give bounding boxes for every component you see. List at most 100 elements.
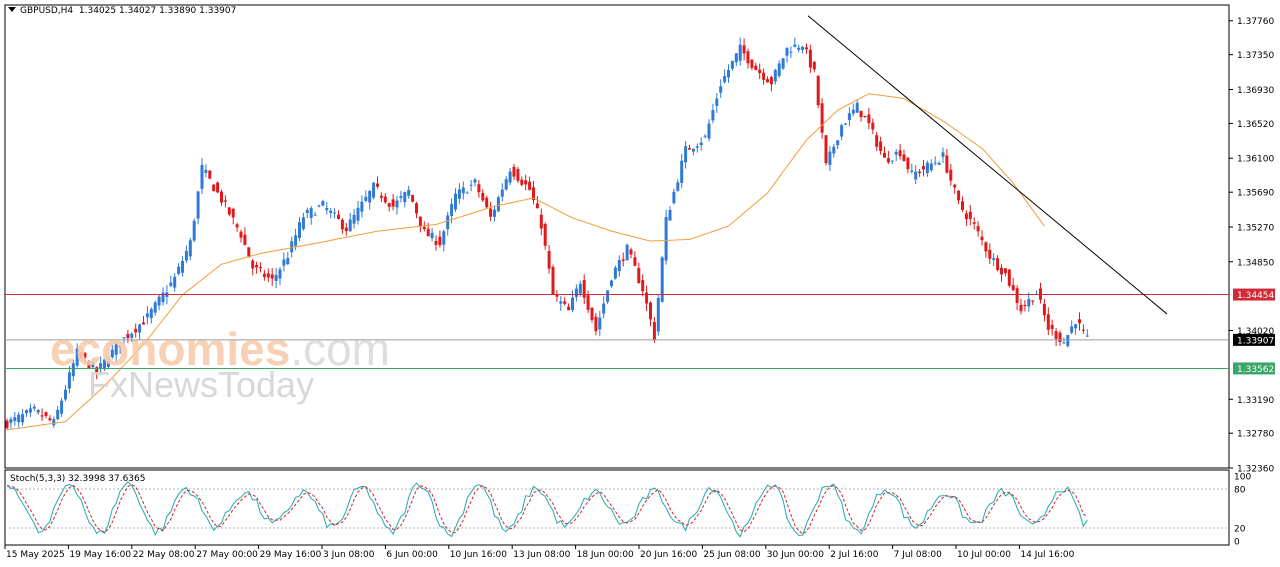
candle-body <box>95 367 99 373</box>
candle <box>454 188 457 212</box>
candle-body <box>824 135 828 164</box>
x-tick-label: 22 May 08:00 <box>133 550 195 560</box>
price-axis: 1.37760 1.37350 1.36930 1.36520 1.36100 1.356… <box>1229 17 1275 475</box>
y-tick-label: 1.34020 <box>1237 327 1274 337</box>
candle <box>1062 337 1066 344</box>
candle <box>227 206 231 217</box>
candle <box>223 195 227 208</box>
candle <box>645 285 649 311</box>
candle-body <box>364 196 368 201</box>
candle-body <box>500 189 504 197</box>
candle-body <box>1050 324 1054 330</box>
candle-body <box>274 275 278 281</box>
candle-body <box>9 419 13 423</box>
candle-body <box>976 226 980 232</box>
candle <box>1070 320 1074 335</box>
candle <box>945 148 949 174</box>
candle <box>964 210 968 227</box>
candle-body <box>145 313 149 318</box>
candle-body <box>1046 314 1050 330</box>
candle-body <box>754 65 758 71</box>
candle <box>594 312 598 336</box>
candle-body <box>516 169 520 181</box>
candle <box>902 149 906 162</box>
candle <box>684 140 688 169</box>
candle-body <box>446 215 450 230</box>
candle-body <box>859 110 863 118</box>
candle-body <box>83 352 87 358</box>
candle <box>844 122 847 125</box>
candle-body <box>317 205 321 207</box>
price-tag-label: 1.34454 <box>1237 291 1274 301</box>
candle <box>44 411 48 419</box>
candle-body <box>368 190 372 203</box>
candle-body <box>914 171 918 180</box>
economies-watermark: economies.com <box>50 322 390 376</box>
candle-body <box>508 171 512 183</box>
candle-body <box>99 363 103 369</box>
candle-body <box>851 109 855 114</box>
candle-body <box>321 200 325 206</box>
candle <box>789 46 793 58</box>
candle-body <box>262 273 266 278</box>
candle <box>1058 330 1062 346</box>
candle <box>259 262 262 273</box>
candle <box>571 290 574 313</box>
candle-body <box>684 146 688 163</box>
watermark-brand-suffix: .com <box>290 323 390 375</box>
candle-body <box>621 259 625 261</box>
candle-body <box>688 148 691 150</box>
y-tick-label: 1.35690 <box>1237 189 1274 199</box>
candle-body <box>1062 342 1066 344</box>
candle-body <box>964 213 968 220</box>
candle <box>567 303 571 311</box>
candle-body <box>313 214 317 216</box>
candle-body <box>1054 331 1058 340</box>
candle-body <box>617 260 621 272</box>
candle <box>980 230 984 246</box>
candle <box>535 195 539 209</box>
candle <box>208 170 212 180</box>
candle-body <box>411 195 415 202</box>
candle-body <box>793 44 797 47</box>
candle-body <box>196 191 200 219</box>
candle-body <box>247 247 251 258</box>
candle <box>13 412 17 426</box>
candle <box>777 60 781 79</box>
candle-body <box>301 217 305 230</box>
candle-body <box>270 274 274 279</box>
candle <box>680 153 684 189</box>
x-tick-label: 10 Jul 00:00 <box>957 550 1011 560</box>
candle <box>559 296 563 311</box>
candle <box>961 196 964 212</box>
candle <box>890 160 894 164</box>
candle-body <box>520 179 524 185</box>
candle-body <box>910 170 914 172</box>
candle <box>469 180 473 192</box>
candle <box>883 146 886 158</box>
candle-body <box>1027 298 1031 307</box>
candle <box>465 191 469 194</box>
candle <box>1027 292 1031 312</box>
candle-body <box>430 232 434 239</box>
candle-body <box>543 224 547 246</box>
candle-body <box>481 192 485 201</box>
candle <box>968 204 972 226</box>
candle <box>64 385 67 402</box>
candle-body <box>723 76 727 83</box>
candle-body <box>220 191 223 203</box>
candle-body <box>181 261 184 273</box>
candle-body <box>333 212 337 214</box>
x-tick-label: 6 Jun 00:00 <box>386 550 438 560</box>
candle-body <box>890 160 894 162</box>
candle-body <box>766 79 769 83</box>
candle-body <box>376 183 379 187</box>
candle <box>808 44 812 73</box>
dropdown-arrow-icon[interactable] <box>8 7 16 12</box>
candle-body <box>656 298 660 332</box>
candle-body <box>886 158 890 163</box>
candle-body <box>746 51 750 64</box>
symbol-header[interactable]: GBPUSD,H4 1.34025 1.34027 1.33890 1.3390… <box>8 6 236 16</box>
candle-body <box>395 200 399 208</box>
stoch-axis-label: 100 <box>1234 473 1251 483</box>
